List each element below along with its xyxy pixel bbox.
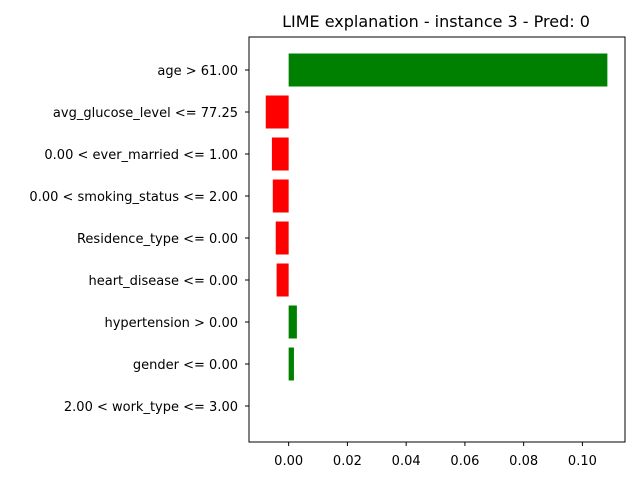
y-tick-label: 0.00 < smoking_status <= 2.00 (29, 190, 238, 205)
x-tick-label: 0.04 (392, 454, 421, 469)
bar-3 (272, 179, 289, 213)
x-tick-label: 0.00 (274, 454, 303, 469)
y-tick-label: age > 61.00 (157, 64, 238, 79)
bar-0 (288, 53, 608, 87)
x-tick-label: 0.02 (333, 454, 362, 469)
x-axis-ticks: 0.00 0.02 0.04 0.06 0.08 0.10 (274, 442, 597, 469)
y-tick-label: gender <= 0.00 (133, 358, 238, 373)
bars-group (265, 53, 608, 381)
y-tick-label: hypertension > 0.00 (104, 316, 238, 331)
y-tick-label: avg_glucose_level <= 77.25 (53, 106, 238, 121)
bar-5 (276, 263, 289, 297)
bar-7 (288, 347, 294, 381)
bar-4 (275, 221, 289, 255)
x-tick-label: 0.08 (509, 454, 538, 469)
bar-1 (265, 95, 289, 129)
chart-title: LIME explanation - instance 3 - Pred: 0 (282, 12, 590, 31)
bar-2 (271, 137, 289, 171)
plot-frame (248, 36, 626, 443)
y-tick-label: 0.00 < ever_married <= 1.00 (44, 148, 238, 163)
x-tick-label: 0.10 (568, 454, 597, 469)
y-tick-label: Residence_type <= 0.00 (77, 232, 238, 247)
y-tick-label: heart_disease <= 0.00 (88, 274, 238, 289)
y-tick-label: 2.00 < work_type <= 3.00 (64, 400, 238, 415)
y-axis-ticks: age > 61.00 avg_glucose_level <= 77.25 0.0… (29, 64, 249, 415)
x-tick-label: 0.06 (450, 454, 479, 469)
bar-6 (288, 305, 297, 339)
